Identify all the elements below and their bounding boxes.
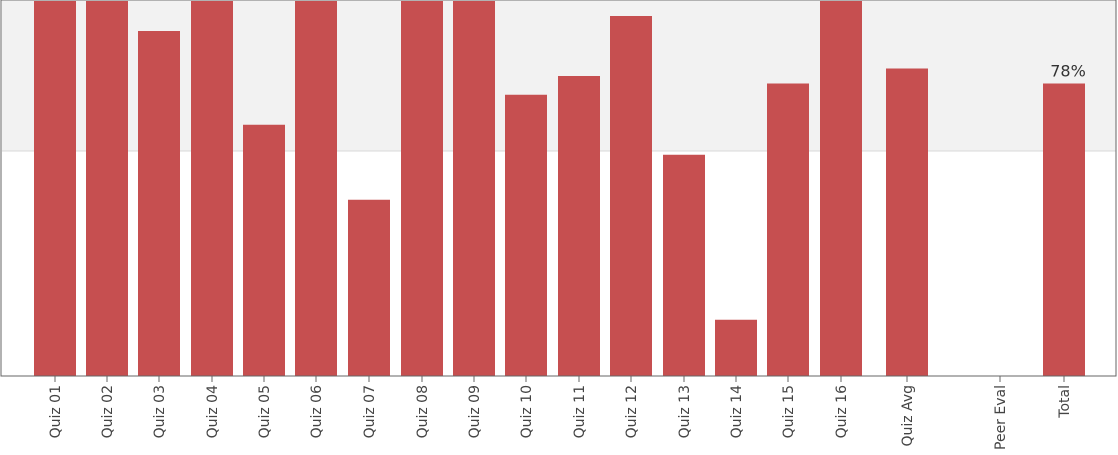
value-label-total: 78% [1050,62,1086,81]
bar-quiz-08[interactable] [401,1,443,376]
x-tick-label: Total [1057,385,1073,419]
bar-quiz-14[interactable] [715,319,757,376]
bar-quiz-13[interactable] [663,154,705,376]
x-tick-label: Quiz 11 [572,385,588,438]
x-axis-labels: Quiz 01 Quiz 02 Quiz 03 Quiz 04 Quiz 05 Quiz … [48,385,1073,450]
x-tick-label: Quiz 05 [257,385,273,438]
x-tick-label: Quiz 04 [205,385,221,438]
x-tick-label: Peer Eval [993,385,1009,450]
bar-quiz-04[interactable] [191,1,233,376]
x-tick-label: Quiz 16 [834,385,850,438]
bar-quiz-15[interactable] [767,83,809,377]
bar-quiz-06[interactable] [295,1,337,376]
bars-group [34,1,1085,376]
x-tick-label: Quiz 08 [415,385,431,438]
bar-quiz-12[interactable] [610,16,652,376]
x-tick-label: Quiz 09 [467,385,483,438]
x-tick-label: Quiz 07 [362,385,378,438]
x-tick-label: Quiz 02 [100,385,116,438]
x-tick-label: Quiz 13 [677,385,693,438]
bar-quiz-avg[interactable] [886,68,928,377]
x-tick-label: Quiz 15 [781,385,797,438]
x-tick-label: Quiz 06 [309,385,325,438]
bar-quiz-02[interactable] [86,1,128,376]
bar-quiz-11[interactable] [558,76,600,376]
value-annotations: 78% [1050,62,1086,81]
bar-total[interactable] [1043,83,1085,377]
x-tick-label: Quiz 03 [152,385,168,438]
x-tick-label: Quiz 01 [48,385,64,438]
x-tick-label: Quiz 14 [729,385,745,438]
x-tick-label: Quiz Avg [900,385,916,447]
bar-quiz-09[interactable] [453,1,495,376]
x-axis-ticks [54,376,1065,382]
x-tick-label: Quiz 10 [519,385,535,438]
bar-quiz-01[interactable] [34,1,76,376]
bar-quiz-03[interactable] [138,31,180,376]
bar-quiz-16[interactable] [820,1,862,376]
x-tick-label: Quiz 12 [624,385,640,438]
bar-quiz-05[interactable] [243,124,285,376]
bar-quiz-10[interactable] [505,94,547,376]
bar-quiz-07[interactable] [348,199,390,376]
plot-frame [0,0,1117,377]
